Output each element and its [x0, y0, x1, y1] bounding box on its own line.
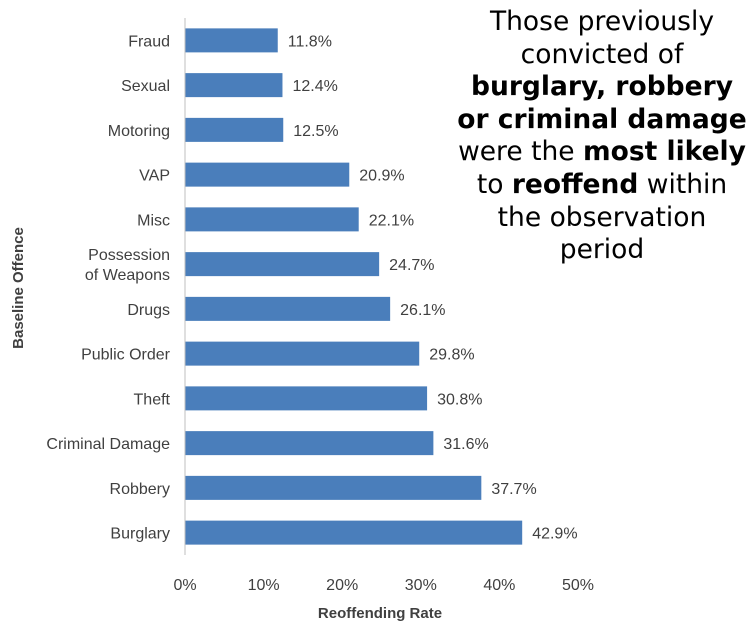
- callout-text: Those previously convicted of burglary, …: [456, 6, 748, 267]
- bars: [185, 28, 523, 545]
- category-label: Possession of Weapons: [85, 247, 170, 284]
- value-label: 24.7%: [389, 257, 434, 274]
- category-label: VAP: [139, 168, 170, 185]
- value-label: 12.5%: [293, 123, 338, 140]
- bar-possession-of-weapons: [185, 252, 380, 277]
- bar-criminal-damage: [185, 431, 434, 456]
- bar-theft: [185, 386, 428, 411]
- callout-segment: were the: [458, 136, 584, 168]
- bar-sexual: [185, 73, 283, 98]
- bar-fraud: [185, 28, 278, 53]
- x-tick-label: 20%: [326, 577, 358, 594]
- value-labels: 11.8% 12.4% 12.5% 20.9% 22.1% 24.7% 26.1% 29.8%…: [288, 33, 578, 542]
- category-label: Fraud: [128, 33, 170, 50]
- callout-segment: within the observation period: [497, 168, 728, 266]
- y-axis-title: Baseline Offence: [10, 227, 27, 349]
- x-tick-label: 40%: [483, 577, 515, 594]
- value-label: 31.6%: [443, 436, 488, 453]
- value-label: 30.8%: [437, 391, 482, 408]
- category-label: Sexual: [121, 78, 170, 95]
- x-axis-title: Reoffending Rate: [318, 605, 442, 622]
- category-label: Motoring: [108, 123, 170, 140]
- callout-segment: to: [476, 168, 512, 200]
- bar-drugs: [185, 296, 391, 321]
- bar-burglary: [185, 520, 523, 545]
- category-label: Burglary: [110, 526, 170, 543]
- value-label: 22.1%: [369, 212, 414, 229]
- bar-public-order: [185, 341, 420, 366]
- bar-vap: [185, 162, 350, 187]
- value-label: 37.7%: [491, 481, 536, 498]
- category-label: Robbery: [110, 481, 170, 498]
- value-label: 12.4%: [292, 78, 337, 95]
- value-label: 42.9%: [532, 526, 577, 543]
- x-tick-label: 50%: [562, 577, 594, 594]
- bar-misc: [185, 207, 359, 232]
- x-tick-label: 10%: [248, 577, 280, 594]
- callout-emphasis: burglary, robbery or criminal damage: [457, 71, 747, 135]
- x-tick-label: 0%: [173, 577, 196, 594]
- bar-robbery: [185, 475, 482, 500]
- category-label: Theft: [134, 391, 171, 408]
- callout-emphasis: most likely: [583, 136, 746, 168]
- value-label: 11.8%: [288, 33, 332, 50]
- value-label: 26.1%: [400, 302, 445, 319]
- x-tick-label: 30%: [405, 577, 437, 594]
- category-label: Drugs: [127, 302, 170, 319]
- category-label: Public Order: [81, 347, 171, 364]
- value-label: 20.9%: [359, 168, 404, 185]
- x-tick-labels: 0% 10% 20% 30% 40% 50%: [173, 577, 594, 594]
- category-labels: Fraud Sexual Motoring VAP Misc Possession of W…: [46, 33, 170, 542]
- bar-motoring: [185, 117, 284, 142]
- value-label: 29.8%: [429, 347, 474, 364]
- category-label: Misc: [137, 212, 170, 229]
- category-label: Criminal Damage: [46, 436, 170, 453]
- callout-emphasis: reoffend: [511, 168, 639, 200]
- callout-segment: Those previously convicted of: [489, 6, 715, 70]
